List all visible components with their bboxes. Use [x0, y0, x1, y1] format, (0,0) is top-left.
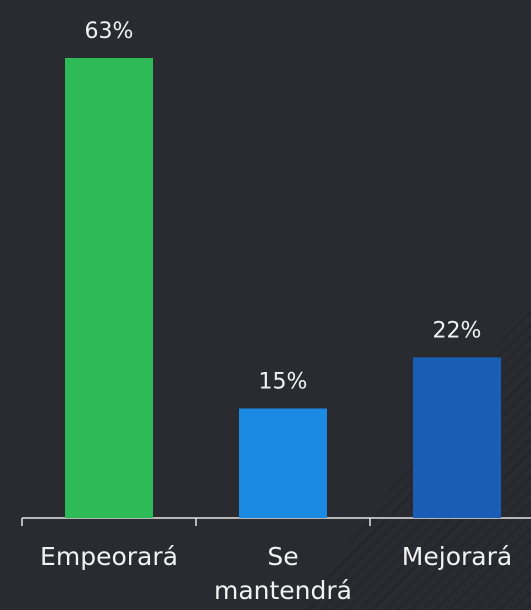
value-label: 22%: [433, 318, 482, 343]
value-label: 63%: [85, 19, 134, 44]
bar: [65, 58, 153, 518]
x-tick-label: Se mantendrá: [213, 542, 352, 605]
x-tick-label: Empeorará: [40, 542, 178, 571]
value-label: 15%: [259, 369, 308, 394]
x-tick-label: Mejorará: [401, 542, 513, 571]
bar: [413, 357, 501, 518]
bar: [239, 408, 327, 518]
